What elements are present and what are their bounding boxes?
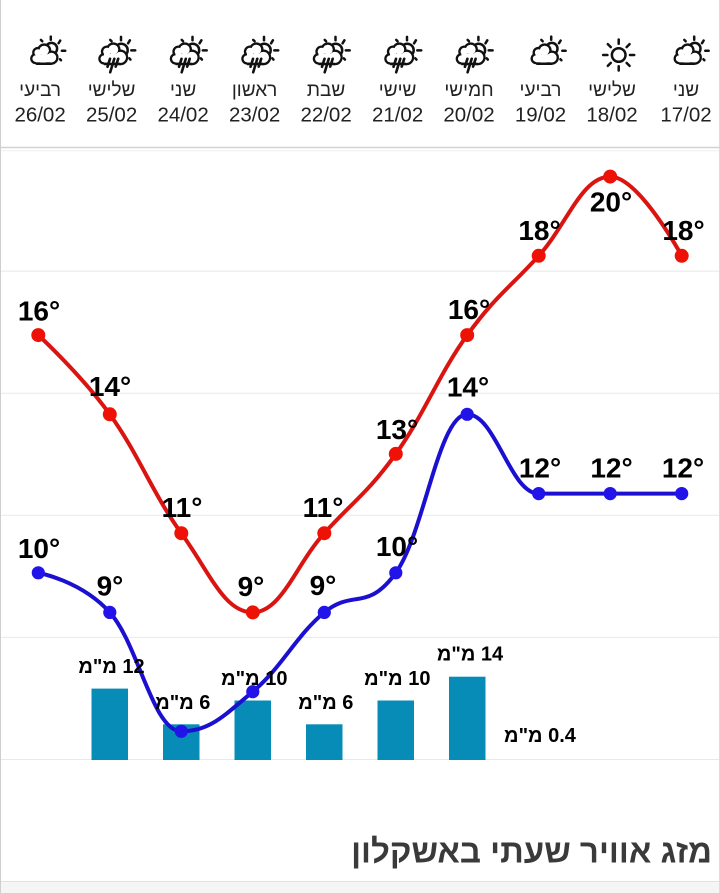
svg-text:16°: 16° bbox=[18, 296, 60, 327]
svg-text:שני: שני bbox=[170, 80, 196, 101]
svg-text:מ"מ 10: מ"מ 10 bbox=[221, 668, 287, 690]
svg-text:21/02: 21/02 bbox=[372, 104, 423, 127]
svg-text:18°: 18° bbox=[662, 215, 704, 246]
svg-text:שישי: שישי bbox=[379, 80, 417, 101]
svg-text:19/02: 19/02 bbox=[515, 104, 566, 127]
svg-text:18°: 18° bbox=[518, 215, 560, 246]
svg-text:12°: 12° bbox=[519, 453, 561, 484]
svg-text:11°: 11° bbox=[303, 492, 344, 523]
svg-text:שלישי: שלישי bbox=[88, 80, 136, 101]
svg-text:מ"מ 12: מ"מ 12 bbox=[78, 656, 144, 678]
svg-text:מזג אוויר שעתי באשקלון: מזג אוויר שעתי באשקלון bbox=[351, 833, 712, 870]
svg-text:16°: 16° bbox=[448, 294, 490, 325]
svg-text:מ"מ 14: מ"מ 14 bbox=[437, 644, 504, 666]
svg-text:מ"מ 10: מ"מ 10 bbox=[364, 668, 430, 690]
svg-text:ראשון: ראשון bbox=[232, 80, 277, 101]
svg-text:20°: 20° bbox=[590, 187, 632, 218]
svg-text:14°: 14° bbox=[89, 371, 131, 402]
svg-text:מ"מ 6: מ"מ 6 bbox=[155, 692, 210, 714]
svg-text:12°: 12° bbox=[590, 453, 632, 484]
svg-text:10°: 10° bbox=[376, 531, 418, 562]
svg-text:26/02: 26/02 bbox=[14, 104, 65, 127]
svg-text:17/02: 17/02 bbox=[660, 104, 711, 127]
svg-text:11°: 11° bbox=[162, 492, 203, 523]
svg-text:18/02: 18/02 bbox=[586, 104, 637, 127]
svg-text:רביעי: רביעי bbox=[520, 80, 562, 101]
svg-text:9°: 9° bbox=[310, 570, 337, 601]
svg-text:שני: שני bbox=[673, 80, 699, 101]
svg-text:12°: 12° bbox=[662, 453, 704, 484]
svg-text:מ"מ 6: מ"מ 6 bbox=[298, 692, 353, 714]
svg-text:23/02: 23/02 bbox=[229, 104, 280, 127]
svg-text:שבת: שבת bbox=[307, 80, 345, 101]
svg-text:13°: 13° bbox=[376, 414, 418, 445]
svg-text:24/02: 24/02 bbox=[157, 104, 208, 127]
svg-text:22/02: 22/02 bbox=[300, 104, 351, 127]
svg-text:רביעי: רביעי bbox=[19, 80, 61, 101]
svg-text:חמישי: חמישי bbox=[444, 80, 493, 101]
svg-text:20/02: 20/02 bbox=[443, 104, 494, 127]
svg-text:9°: 9° bbox=[97, 571, 124, 602]
svg-text:9°: 9° bbox=[238, 571, 265, 602]
svg-text:25/02: 25/02 bbox=[86, 104, 137, 127]
svg-text:10°: 10° bbox=[18, 533, 60, 564]
svg-text:שלישי: שלישי bbox=[588, 80, 636, 101]
svg-text:מ"מ 0.4: מ"מ 0.4 bbox=[504, 725, 577, 747]
svg-text:14°: 14° bbox=[447, 372, 489, 403]
